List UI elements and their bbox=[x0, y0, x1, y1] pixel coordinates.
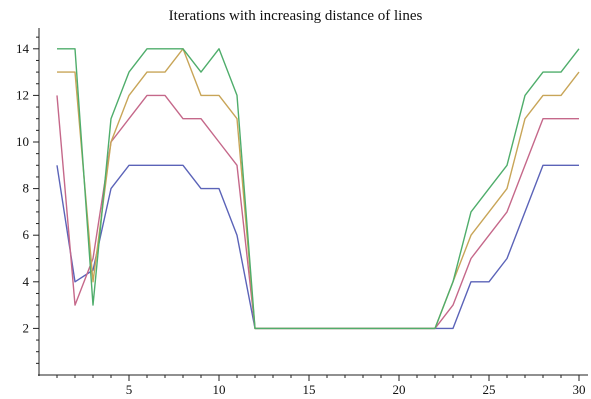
x-tick-label: 5 bbox=[126, 382, 133, 394]
series-line-4 bbox=[57, 48, 580, 330]
y-tick-label: 12 bbox=[16, 87, 29, 102]
x-tick-label: 25 bbox=[483, 382, 496, 394]
series-line-2 bbox=[56, 94, 579, 330]
x-tick-label: 10 bbox=[213, 382, 226, 394]
x-tick-label: 15 bbox=[303, 382, 316, 394]
y-tick-label: 2 bbox=[23, 320, 30, 335]
series-line-1 bbox=[56, 164, 579, 330]
x-tick-label: 30 bbox=[573, 382, 586, 394]
chart-title: Iterations with increasing distance of l… bbox=[168, 8, 423, 24]
y-tick-label: 4 bbox=[23, 274, 30, 289]
y-tick-label: 6 bbox=[23, 227, 30, 242]
series-line-3 bbox=[57, 48, 580, 330]
y-tick-label: 10 bbox=[16, 134, 29, 149]
x-tick-label: 20 bbox=[393, 382, 406, 394]
y-tick-label: 8 bbox=[23, 181, 30, 196]
y-tick-label: 14 bbox=[16, 41, 30, 56]
